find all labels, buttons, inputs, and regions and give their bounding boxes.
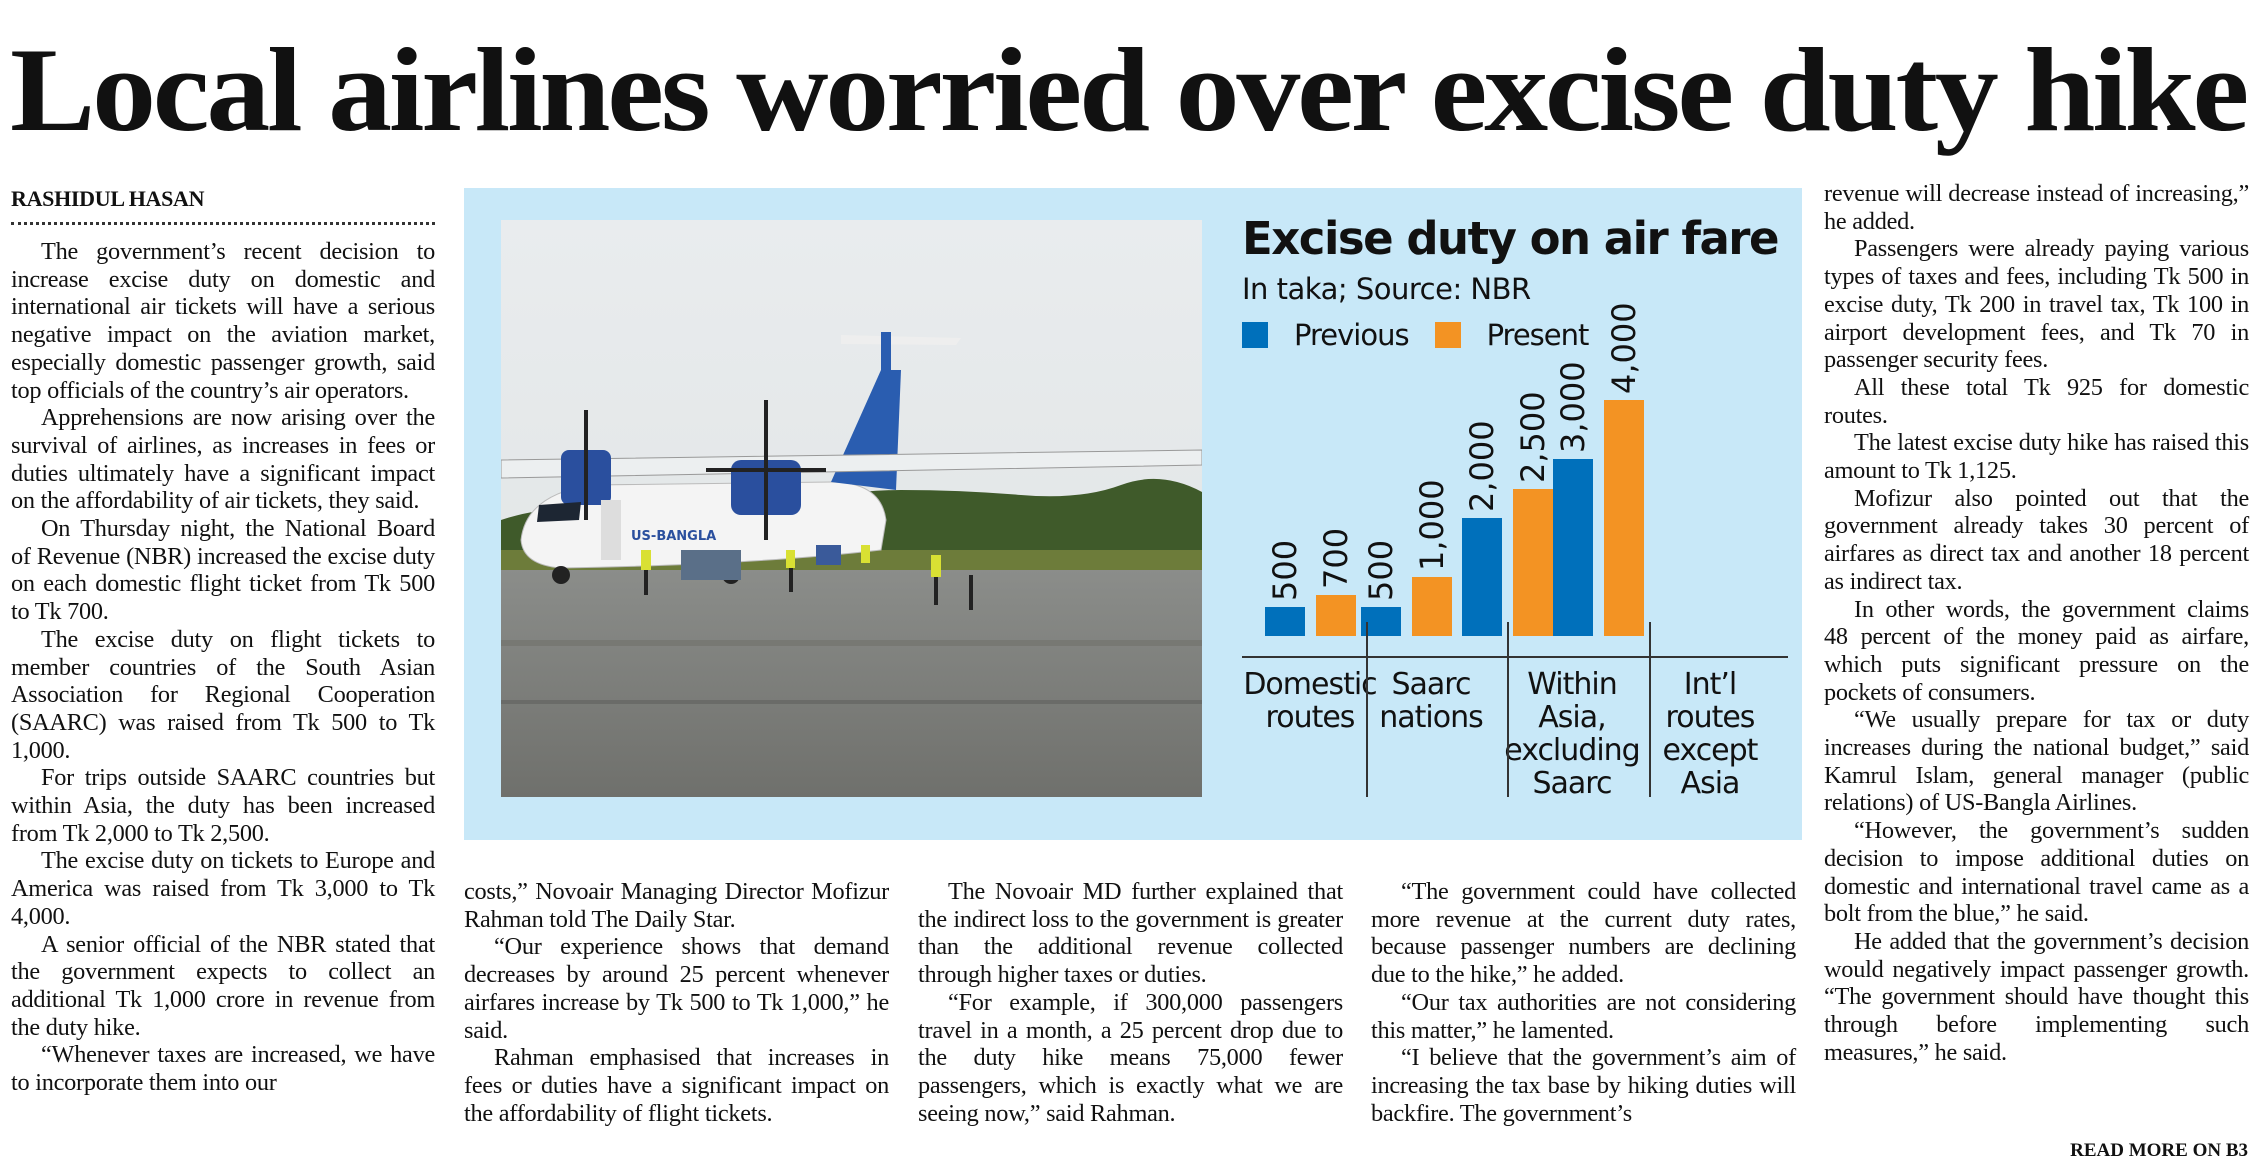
excise-duty-chart: Excise duty on air fare In taka; Source:… [464,188,1802,840]
article-paragraph: In other words, the government claims 48… [1824,595,2249,706]
category-divider [1507,622,1509,797]
article-column-2: costs,” Novoair Managing Director Mofizu… [464,878,889,1127]
bar-label-previous-0: 500 [1266,539,1304,601]
category-label-line: Saarc [1532,766,1613,801]
chart-axis [1242,656,1788,658]
bar-present-0 [1316,594,1356,636]
article-paragraph: “The government could have collected mor… [1371,878,1796,989]
bar-label-previous-2: 2,000 [1463,420,1501,512]
category-label-line: except [1662,733,1759,768]
airplane-photo: US-BANGLA [501,220,1202,797]
legend-swatch-previous [1242,322,1268,348]
article-paragraph: The government’s recent decision to incr… [11,238,435,404]
category-label-line: Int’l [1683,667,1738,702]
bar-label-present-3: 4,000 [1605,302,1643,394]
article-paragraph: He added that the government’s decision … [1824,927,2249,1066]
article-paragraph: A senior official of the NBR stated that… [11,930,435,1041]
article-column-1: The government’s recent decision to incr… [11,238,435,1097]
article-paragraph: “Our tax authorities are not considering… [1371,988,1796,1044]
bar-label-present-1: 1,000 [1413,479,1451,571]
article-paragraph: revenue will decrease instead of increas… [1824,180,2249,235]
article-paragraph: The excise duty on tickets to Europe and… [11,847,435,930]
read-more-link[interactable]: READ MORE ON B3 [2070,1140,2248,1161]
article-paragraph: “Our experience shows that demand decrea… [464,933,889,1044]
article-paragraph: “Whenever taxes are increased, we have t… [11,1041,435,1097]
category-label-line: excluding [1504,733,1640,768]
graphic-panel: US-BANGLA Excise duty on air fare In tak… [464,188,1802,840]
article-paragraph: Rahman emphasised that increases in fees… [464,1044,889,1127]
byline-divider [11,222,435,225]
article-column-4: “The government could have collected mor… [1371,878,1796,1127]
legend-swatch-present [1434,322,1461,348]
article-paragraph: Passengers were already paying various t… [1824,235,2249,374]
chart-subtitle: In taka; Source: NBR [1242,272,1531,306]
bar-label-previous-1: 500 [1362,539,1400,601]
bar-present-3 [1604,400,1644,636]
bar-present-1 [1412,577,1452,636]
category-label-line: Domestic [1243,667,1377,702]
article-paragraph: For trips outside SAARC countries but wi… [11,764,435,847]
byline: RASHIDUL HASAN [11,186,205,211]
headline: Local airlines worried over excise duty … [10,23,2249,156]
category-label: Within Asia, excluding Saarc [1502,668,1642,800]
bar-present-2 [1513,488,1553,636]
article-column-5: revenue will decrease instead of increas… [1824,180,2249,1067]
category-label: Domestic routes [1240,668,1380,734]
article-paragraph: The Novoair MD further explained that th… [918,878,1343,989]
article-paragraph: “For example, if 300,000 passengers trav… [918,988,1343,1127]
category-label-line: Within [1527,667,1617,702]
category-label: Int’l routes except Asia [1640,668,1780,800]
chart-title: Excise duty on air fare [1242,212,1780,265]
article-paragraph: On Thursday night, the National Board of… [11,515,435,626]
bar-label-previous-3: 3,000 [1554,361,1592,453]
article-paragraph: The excise duty on flight tickets to mem… [11,625,435,764]
article-paragraph: The latest excise duty hike has raised t… [1824,429,2249,485]
bar-previous-2 [1462,518,1502,636]
chart-legend: Previous Present [1242,318,1614,352]
category-label-line: Asia, [1538,700,1606,735]
article-column-3: The Novoair MD further explained that th… [918,878,1343,1127]
category-divider [1366,622,1368,797]
article-paragraph: Apprehensions are now arising over the s… [11,404,435,515]
category-label-line: Saarc [1391,667,1472,702]
article-paragraph: All these total Tk 925 for domestic rout… [1824,373,2249,429]
category-divider [1649,622,1651,797]
article-paragraph: “I believe that the government’s aim of … [1371,1044,1796,1127]
bar-label-present-2: 2,500 [1514,390,1552,483]
bar-previous-3 [1553,459,1593,636]
category-label-line: nations [1379,700,1484,735]
airline-livery: US-BANGLA [631,529,716,544]
category-label-line: routes [1265,700,1356,735]
category-label-line: routes [1665,700,1756,735]
article-paragraph: costs,” Novoair Managing Director Mofizu… [464,878,889,933]
category-label-line: Asia [1680,766,1741,801]
legend-label-previous: Previous [1294,318,1410,352]
article-paragraph: Mofizur also pointed out that the govern… [1824,484,2249,595]
category-label: Saarc nations [1361,668,1501,734]
bar-label-present-0: 700 [1317,527,1355,589]
legend-label-present: Present [1486,318,1590,352]
bar-previous-0 [1265,606,1305,636]
article-paragraph: “We usually prepare for tax or duty incr… [1824,706,2249,817]
article-paragraph: “However, the government’s sudden decisi… [1824,817,2249,928]
